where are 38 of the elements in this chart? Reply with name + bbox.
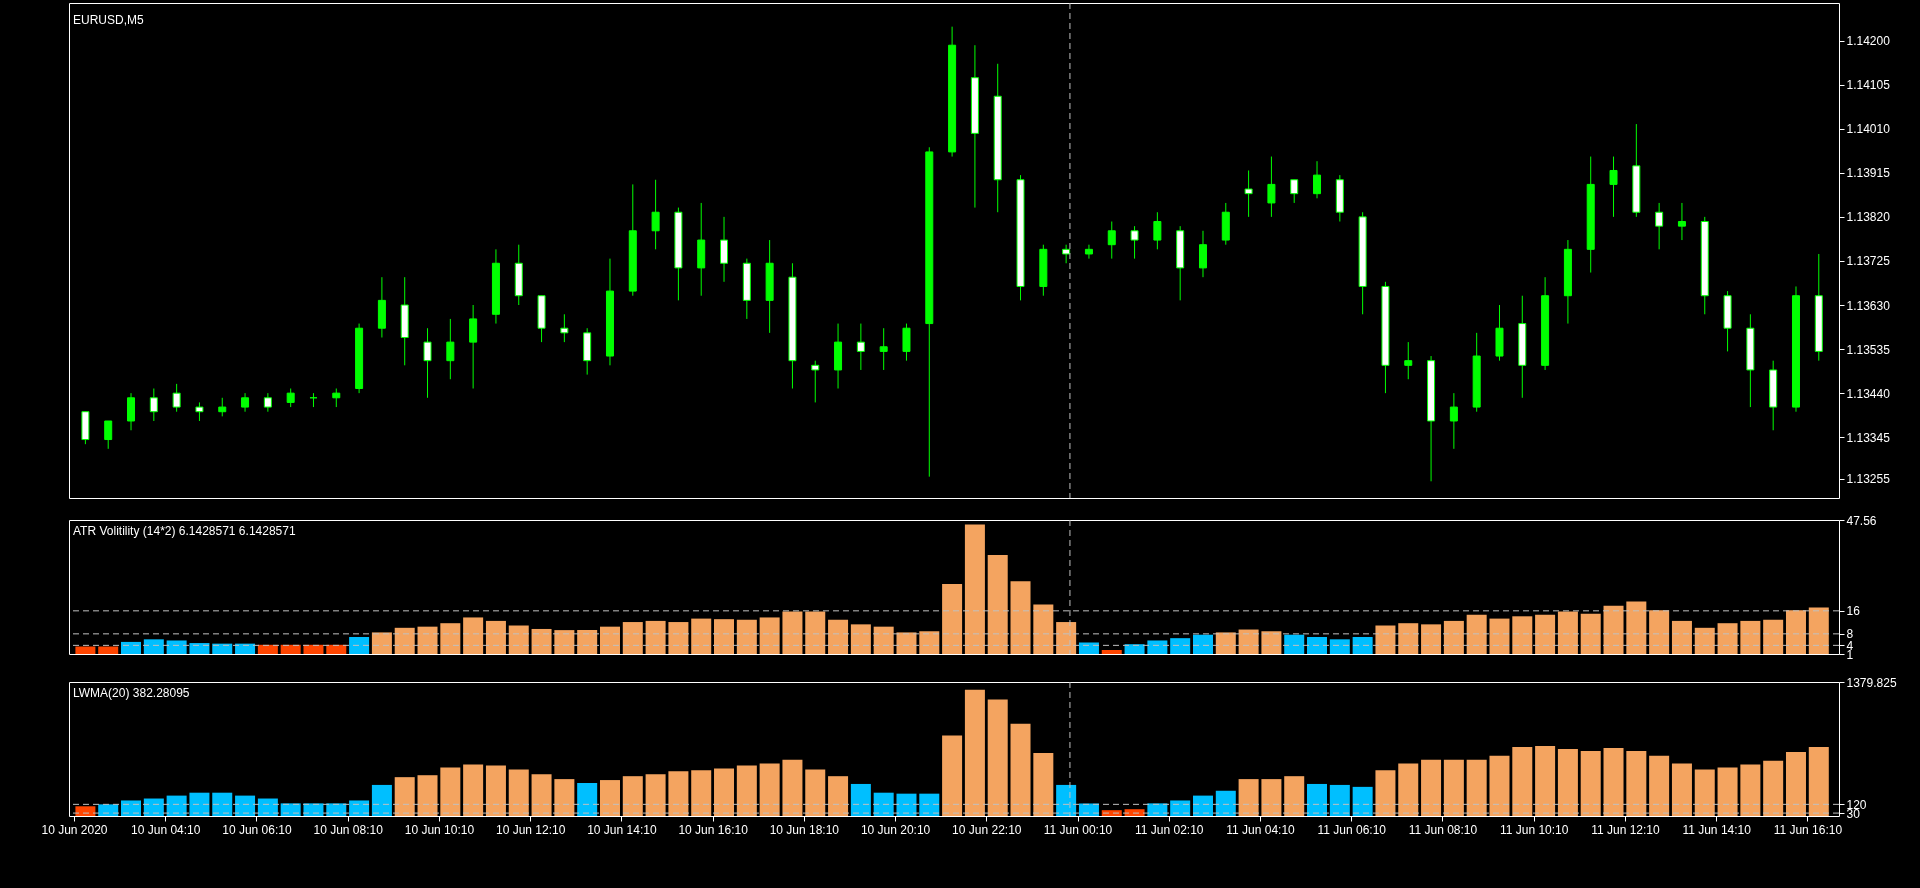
y-tick-label: 1.13535	[1846, 342, 1891, 357]
y-tick-label: 1.13915	[1846, 166, 1891, 181]
y-tick-label: 1.14105	[1846, 78, 1891, 93]
x-tick-label: 10 Jun 2020	[41, 822, 108, 837]
y-tick-label: 1.13820	[1846, 210, 1891, 225]
y-tick-label: 1.13345	[1846, 430, 1891, 445]
y-tick-label: 1.13725	[1846, 254, 1891, 269]
x-tick-label: 10 Jun 12:10	[495, 822, 566, 837]
x-tick-label: 10 Jun 18:10	[769, 822, 840, 837]
x-tick-label: 10 Jun 06:10	[222, 822, 292, 837]
text: EURUSD,M5	[73, 13, 144, 27]
x-tick-label: 11 Jun 00:10	[1043, 822, 1113, 837]
y-tick-label: 47.56	[1846, 513, 1877, 528]
x-tick-label: 10 Jun 08:10	[313, 822, 384, 837]
x-tick-label: 11 Jun 14:10	[1682, 822, 1752, 837]
y-tick-label: 1.13630	[1846, 298, 1891, 313]
x-tick-label: 11 Jun 12:10	[1591, 822, 1660, 837]
x-tick-label: 11 Jun 02:10	[1135, 822, 1204, 837]
chart-title: LWMA(20) 382.28095	[73, 686, 190, 700]
x-tick-label: 11 Jun 06:10	[1317, 822, 1387, 837]
y-tick-label: 1379.825	[1846, 675, 1897, 690]
x-tick-label: 10 Jun 22:10	[952, 822, 1022, 837]
chart-title: ATR Volitility (14*2) 6.1428571 6.1428571	[73, 524, 296, 538]
y-tick-label: 1.13440	[1846, 386, 1891, 401]
x-tick-label: 10 Jun 10:10	[404, 822, 475, 837]
y-tick-label: 16	[1846, 604, 1861, 619]
x-tick-label: 11 Jun 16:10	[1773, 822, 1843, 837]
x-tick-label: 11 Jun 04:10	[1226, 822, 1296, 837]
y-tick-label: 1.14010	[1846, 122, 1891, 137]
y-tick-label: 8	[1846, 627, 1854, 642]
x-tick-label: 10 Jun 14:10	[587, 822, 657, 837]
x-tick-label: 10 Jun 04:10	[131, 822, 201, 837]
x-tick-label: 11 Jun 08:10	[1408, 822, 1478, 837]
x-tick-label: 10 Jun 16:10	[678, 822, 749, 837]
x-tick-label: 10 Jun 20:10	[860, 822, 931, 837]
y-tick-label: 1.13255	[1846, 472, 1891, 487]
y-tick-label: 1.14200	[1846, 34, 1891, 49]
x-tick-label: 11 Jun 10:10	[1499, 822, 1569, 837]
